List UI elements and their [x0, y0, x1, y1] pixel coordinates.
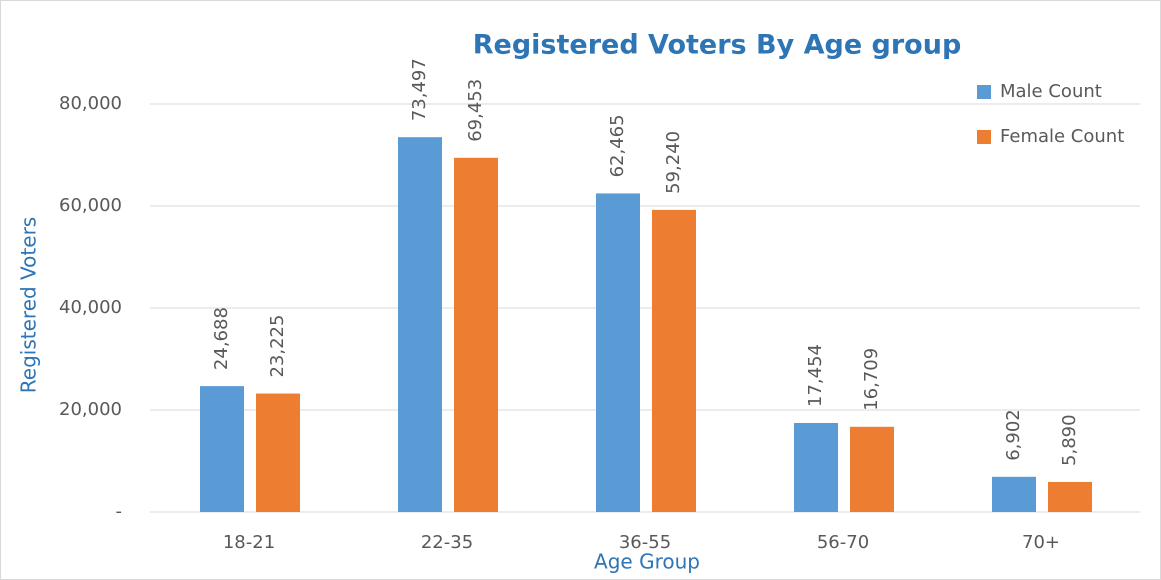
data-label: 24,688: [211, 307, 232, 370]
data-label: 23,225: [267, 315, 288, 378]
bar: [596, 193, 640, 512]
x-tick-label: 70+: [1022, 532, 1060, 553]
legend-label: Male Count: [1000, 81, 1102, 102]
y-tick-label: 60,000: [59, 195, 122, 216]
data-label: 17,454: [805, 344, 826, 407]
legend-swatch: [977, 130, 991, 144]
x-tick-label: 36-55: [619, 532, 671, 553]
legend-label: Female Count: [1000, 126, 1124, 147]
data-label: 69,453: [465, 79, 486, 142]
x-tick-label: 56-70: [817, 532, 869, 553]
x-tick-label: 18-21: [223, 532, 275, 553]
data-label: 73,497: [409, 58, 430, 121]
bar: [1048, 481, 1092, 512]
bar: [992, 476, 1036, 512]
bar: [200, 386, 244, 512]
data-label: 5,890: [1059, 414, 1080, 466]
y-tick-label: 80,000: [59, 93, 122, 114]
x-axis-label: Age Group: [594, 550, 700, 574]
bar: [454, 157, 498, 512]
legend-swatch: [977, 85, 991, 99]
y-tick-label: 20,000: [59, 399, 122, 420]
data-label: 16,709: [861, 348, 882, 411]
bar: [398, 137, 442, 513]
data-label: 59,240: [663, 131, 684, 194]
y-axis-label: Registered Voters: [17, 217, 41, 393]
y-tick-label: -: [116, 501, 123, 522]
x-tick-label: 22-35: [421, 532, 473, 553]
bar: [256, 393, 300, 512]
data-label: 6,902: [1003, 409, 1024, 461]
bar: [652, 209, 696, 512]
data-label: 62,465: [607, 114, 628, 177]
bar: [850, 426, 894, 512]
bar: [794, 422, 838, 512]
chart-title: Registered Voters By Age group: [473, 30, 962, 61]
y-tick-label: 40,000: [59, 297, 122, 318]
